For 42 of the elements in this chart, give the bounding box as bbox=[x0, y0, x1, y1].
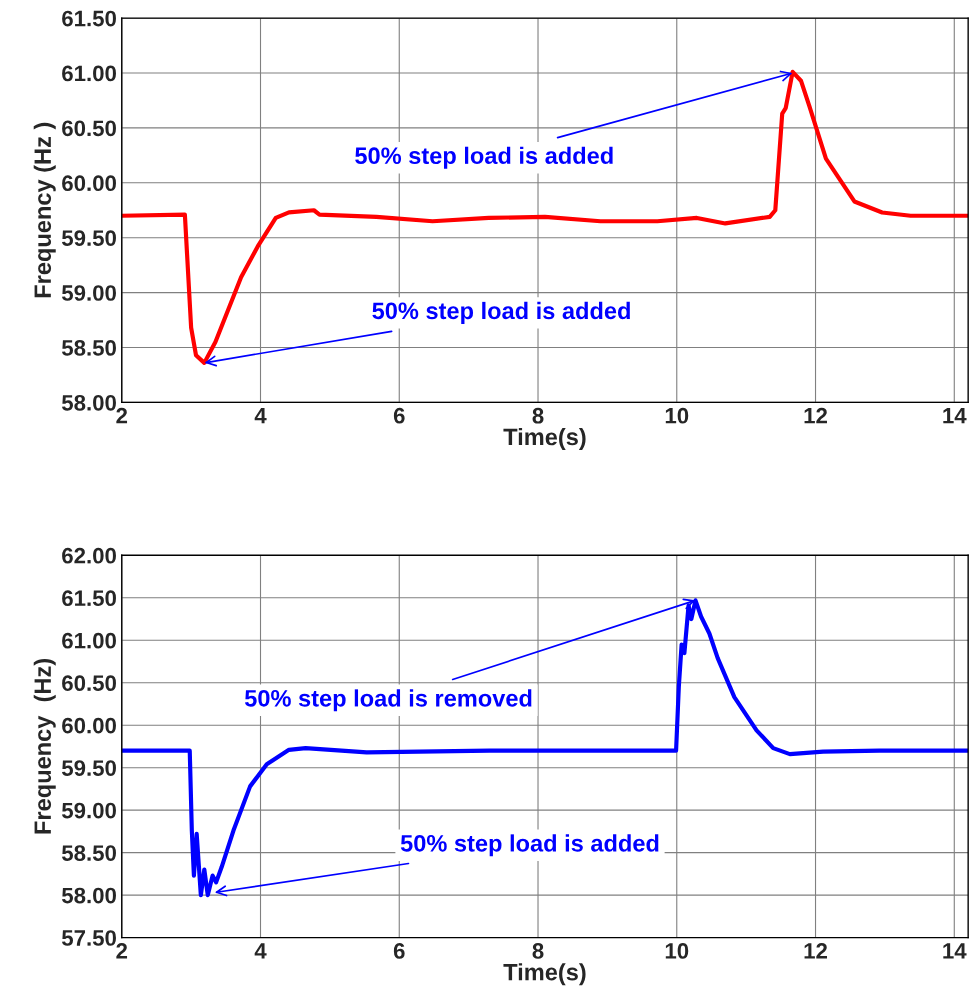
x-tick-label: 2 bbox=[116, 407, 128, 424]
x-tick-label: 8 bbox=[532, 407, 544, 424]
y-tick-label: 62.00 bbox=[62, 547, 116, 564]
y-tick-label: 60.00 bbox=[62, 717, 116, 734]
y-tick-label: 59.00 bbox=[61, 802, 116, 819]
y-axis-title: Frequency (Hz) bbox=[33, 659, 56, 834]
y-tick-label: 60.00 bbox=[62, 175, 116, 192]
x-tick-label: 10 bbox=[665, 943, 689, 959]
x-axis-title: Time(s) bbox=[503, 427, 586, 450]
y-tick-label: 60.50 bbox=[62, 675, 116, 692]
y-tick-label: 59.50 bbox=[61, 760, 116, 776]
x-tick-label: 14 bbox=[943, 408, 967, 424]
y-tick-label: 61.00 bbox=[62, 65, 116, 82]
x-tick-label: 12 bbox=[804, 407, 827, 424]
x-axis-title: Time(s) bbox=[503, 963, 586, 986]
y-tick-label: 61.50 bbox=[62, 590, 116, 607]
x-tick-label: 14 bbox=[943, 943, 967, 959]
y-tick-label: 57.50 bbox=[61, 930, 116, 946]
x-tick-label: 12 bbox=[804, 943, 827, 959]
line-series bbox=[121, 598, 969, 898]
line-series bbox=[121, 69, 969, 365]
x-tick-label: 10 bbox=[665, 407, 689, 424]
annotation: 50% step load is added bbox=[372, 301, 630, 324]
y-tick-label: 58.00 bbox=[61, 394, 116, 411]
y-axis-title: Frequency (Hz ) bbox=[33, 122, 56, 298]
y-tick-label: 59.00 bbox=[61, 285, 116, 301]
y-tick-label: 59.50 bbox=[61, 230, 116, 246]
x-tick-label: 6 bbox=[393, 407, 405, 424]
y-tick-label: 61.50 bbox=[62, 10, 116, 27]
y-tick-label: 58.50 bbox=[61, 340, 116, 356]
y-tick-label: 61.00 bbox=[62, 632, 116, 649]
x-tick-label: 6 bbox=[393, 943, 405, 959]
annotation: 50% step load is removed bbox=[244, 689, 532, 712]
y-tick-label: 58.00 bbox=[61, 887, 116, 904]
annotation: 50% step load is added bbox=[355, 146, 613, 169]
x-tick-label: 2 bbox=[116, 943, 128, 959]
y-tick-label: 58.50 bbox=[61, 845, 116, 861]
x-tick-label: 4 bbox=[254, 943, 267, 959]
x-tick-label: 4 bbox=[254, 408, 267, 424]
annotation: 50% step load is added bbox=[400, 834, 659, 857]
x-tick-label: 8 bbox=[532, 943, 544, 959]
y-tick-label: 60.50 bbox=[62, 120, 116, 137]
